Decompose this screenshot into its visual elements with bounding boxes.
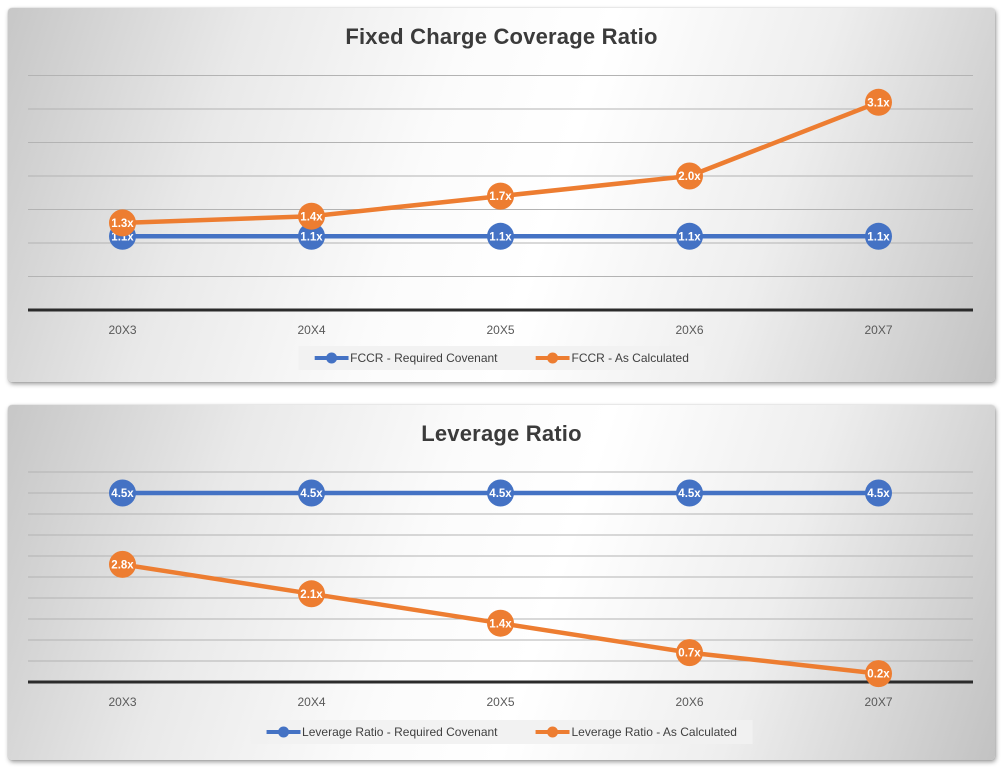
data-label-1: 2.0x	[678, 171, 701, 183]
x-tick-label: 20X4	[297, 323, 325, 337]
legend-label: FCCR - As Calculated	[571, 351, 689, 365]
data-label-0: 4.5x	[678, 488, 701, 500]
data-point-marker-0	[298, 222, 325, 250]
data-label-0: 4.5x	[489, 488, 512, 500]
x-tick-label: 20X4	[297, 695, 325, 709]
data-point-marker-0	[865, 479, 892, 507]
legend-item-1: Leverage Ratio - As Calculated	[535, 725, 737, 739]
leverage-chart-title: Leverage Ratio	[421, 421, 582, 446]
data-label-1: 1.3x	[111, 218, 134, 230]
legend-item-0: FCCR - Required Covenant	[314, 351, 498, 365]
data-point-marker-1	[676, 162, 703, 190]
leverage-chart-plot: 20X3 20X4 20X5 20X6 20X7 4.5x 4.5x 4.5x 4.5x 4.5x…	[28, 471, 973, 709]
data-label-1: 1.7x	[489, 191, 512, 203]
data-label-1: 3.1x	[867, 97, 890, 109]
leverage-chart-panel[interactable]: Leverage Ratio 20X3 20X4 20X5 20X6 20X7 4.5x 4…	[8, 405, 995, 760]
data-point-marker-0	[676, 479, 703, 507]
legend-item-1: FCCR - As Calculated	[535, 351, 689, 365]
data-label-0: 1.1x	[489, 231, 512, 243]
x-tick-label: 20X6	[675, 695, 703, 709]
data-label-0: 4.5x	[300, 488, 323, 500]
data-point-marker-0	[865, 222, 892, 250]
legend-line-marker-icon	[535, 352, 570, 364]
data-point-marker-1	[298, 202, 325, 230]
legend-item-0: Leverage Ratio - Required Covenant	[266, 725, 498, 739]
data-label-0: 1.1x	[867, 231, 890, 243]
legend-label: Leverage Ratio - Required Covenant	[302, 725, 498, 739]
data-label-1: 0.2x	[867, 669, 890, 681]
legend-line-marker-icon	[266, 726, 301, 738]
data-point-marker-1	[865, 660, 892, 688]
data-label-1: 0.7x	[678, 648, 701, 660]
data-point-marker-0	[109, 479, 136, 507]
x-tick-label: 20X6	[675, 323, 703, 337]
x-tick-label: 20X5	[486, 323, 514, 337]
x-tick-label: 20X7	[864, 695, 892, 709]
data-point-marker-1	[109, 550, 136, 578]
data-point-marker-0	[487, 479, 514, 507]
legend-line-marker-icon	[314, 352, 349, 364]
x-tick-label: 20X3	[108, 695, 136, 709]
data-point-marker-1	[865, 88, 892, 116]
fccr-chart-panel[interactable]: Fixed Charge Coverage Ratio 20X3 20X4 20X5…	[8, 8, 995, 382]
data-label-0: 4.5x	[867, 488, 890, 500]
legend-label: Leverage Ratio - As Calculated	[571, 725, 737, 739]
data-label-0: 1.1x	[300, 231, 323, 243]
data-label-0: 1.1x	[678, 231, 701, 243]
data-point-marker-1	[298, 580, 325, 608]
legend-dot-icon	[547, 352, 559, 364]
data-label-0: 4.5x	[111, 488, 134, 500]
data-label-1: 2.8x	[111, 560, 134, 572]
data-point-marker-0	[298, 479, 325, 507]
leverage-chart-legend: Leverage Ratio - Required Covenant Levera…	[250, 720, 753, 744]
data-point-marker-0	[676, 222, 703, 250]
data-label-1: 2.1x	[300, 589, 323, 601]
legend-label: FCCR - Required Covenant	[350, 351, 498, 365]
data-point-marker-1	[109, 209, 136, 237]
fccr-chart-title: Fixed Charge Coverage Ratio	[345, 24, 658, 49]
legend-dot-icon	[325, 352, 337, 364]
data-label-1: 1.4x	[300, 211, 323, 223]
data-point-marker-1	[676, 639, 703, 667]
data-point-marker-0	[487, 222, 514, 250]
legend-dot-icon	[547, 726, 559, 738]
x-tick-label: 20X3	[108, 323, 136, 337]
legend-dot-icon	[277, 726, 289, 738]
fccr-chart-legend: FCCR - Required Covenant FCCR - As Calcul…	[298, 346, 705, 370]
data-label-1: 1.4x	[489, 618, 512, 630]
data-point-marker-1	[487, 182, 514, 210]
legend-line-marker-icon	[535, 726, 570, 738]
x-tick-label: 20X5	[486, 695, 514, 709]
x-tick-label: 20X7	[864, 323, 892, 337]
data-point-marker-1	[487, 609, 514, 637]
